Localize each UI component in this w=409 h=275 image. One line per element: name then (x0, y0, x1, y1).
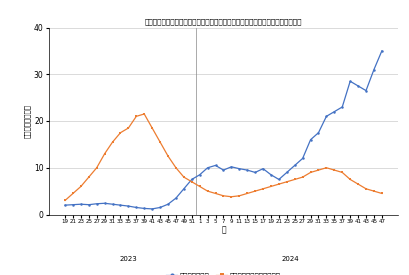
Legend: インフルエンザ, 新型コロナウイルス感染症: インフルエンザ, 新型コロナウイルス感染症 (163, 270, 283, 275)
X-axis label: 週: 週 (220, 225, 225, 234)
Title: インフルエンザと新型コロナウイルス感染症の定点当たり報告数の推移（全国）: インフルエンザと新型コロナウイルス感染症の定点当たり報告数の推移（全国） (144, 18, 301, 25)
Y-axis label: 定点当たり報告数: 定点当たり報告数 (25, 104, 31, 138)
Text: 2024: 2024 (281, 256, 299, 262)
Text: 2023: 2023 (119, 256, 137, 262)
